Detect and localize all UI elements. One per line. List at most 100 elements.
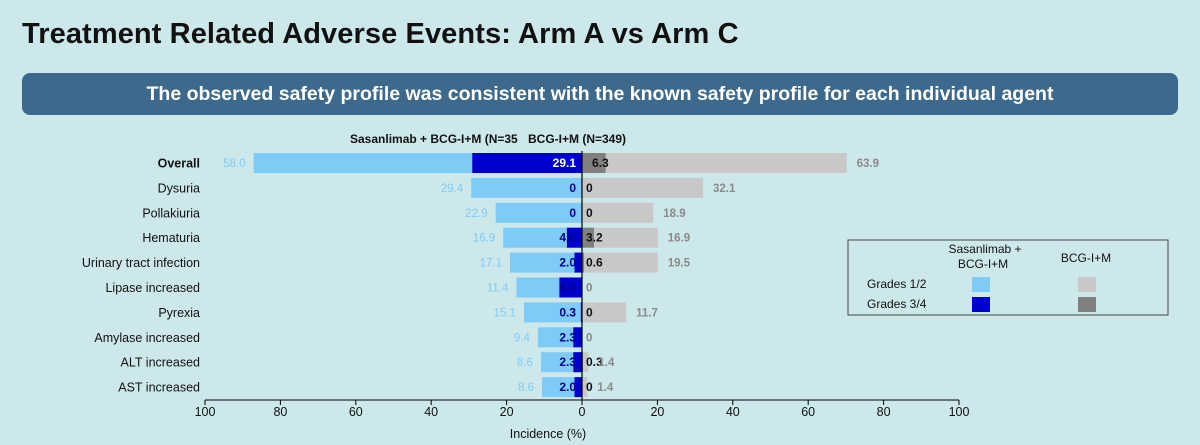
category-label: Hematuria — [142, 231, 200, 245]
data-label-right-grade34: 0 — [586, 380, 593, 394]
bar-left-grade12 — [523, 302, 582, 323]
bar-right-grade12 — [583, 352, 589, 373]
bar-right-grade12 — [584, 252, 658, 273]
bar-right-grade12 — [582, 377, 588, 398]
bar-left-grade12 — [542, 377, 582, 398]
bar-left-grade12 — [471, 177, 582, 198]
bar-left-grade12 — [537, 327, 582, 348]
bar-left-grade12 — [495, 202, 582, 223]
data-label-left-grade12: 22.9 — [465, 208, 487, 220]
data-label-right-grade34: 0 — [586, 206, 593, 220]
data-label-left-grade12: 15.1 — [494, 307, 516, 319]
x-tick-label: 40 — [424, 405, 438, 419]
data-label-left-grade34: 0 — [569, 181, 576, 195]
data-label-right-grade12: 1.4 — [597, 382, 614, 394]
bar-right-grade34 — [582, 153, 606, 173]
data-label-left-grade34: 2.0 — [559, 256, 576, 270]
data-label-right-grade34: 0 — [586, 181, 593, 195]
data-label-right-grade34: 0 — [586, 305, 593, 319]
category-label: Lipase increased — [105, 281, 200, 295]
x-axis-title: Incidence (%) — [510, 427, 586, 441]
data-label-right-grade34: 3.2 — [586, 231, 603, 245]
data-label-left-grade12: 16.9 — [473, 233, 495, 245]
legend-swatch-right-grade34 — [1078, 297, 1096, 312]
bar-right-grade12 — [605, 153, 847, 173]
data-label-left-grade12: 9.4 — [514, 332, 531, 344]
bar-left-grade34 — [573, 327, 582, 348]
bar-right-grade12 — [582, 302, 627, 323]
bar-right-grade34 — [582, 227, 595, 248]
bar-right-grade12 — [582, 202, 654, 223]
bar-left-grade34 — [574, 252, 582, 273]
x-tick-label: 100 — [949, 405, 970, 419]
bar-left-grade34 — [573, 352, 582, 373]
legend-box — [847, 239, 1169, 316]
x-tick-label: 20 — [650, 405, 664, 419]
x-tick-label: 80 — [877, 405, 891, 419]
x-tick-label: 0 — [579, 405, 586, 419]
legend-swatch-left-grade12 — [972, 277, 990, 292]
x-tick-label: 20 — [500, 405, 514, 419]
category-label: ALT increased — [121, 356, 200, 370]
legend-header-bcg: BCG-I+M — [1061, 251, 1111, 265]
category-label: AST increased — [118, 381, 200, 395]
bar-left-grade12 — [540, 352, 582, 373]
data-label-left-grade34: 6.0 — [559, 281, 576, 295]
bar-right-grade34 — [582, 252, 585, 273]
category-label: Dysuria — [158, 181, 200, 195]
category-label: Amylase increased — [94, 331, 200, 345]
data-label-left-grade34: 0.3 — [559, 305, 576, 319]
data-label-right-grade12: 11.7 — [636, 307, 658, 319]
data-label-left-grade34: 2.0 — [559, 380, 576, 394]
bar-right-grade12 — [594, 227, 658, 248]
data-label-left-grade12: 11.4 — [487, 283, 509, 295]
category-label: Urinary tract infection — [82, 256, 200, 270]
data-label-left-grade34: 0 — [569, 206, 576, 220]
data-label-left-grade34: 2.3 — [559, 355, 576, 369]
x-tick-label: 100 — [195, 405, 216, 419]
bar-left-grade12 — [509, 252, 582, 273]
bar-left-grade34 — [472, 153, 582, 173]
x-tick-label: 60 — [349, 405, 363, 419]
data-label-left-grade34: 4.0 — [559, 231, 576, 245]
summary-banner: The observed safety profile was consiste… — [22, 73, 1178, 115]
data-label-left-grade12: 58.0 — [223, 158, 245, 170]
legend-header-sasanlimab: Sasanlimab + — [948, 242, 1021, 256]
bar-left-grade12 — [503, 227, 582, 248]
x-tick-label: 80 — [273, 405, 287, 419]
data-label-right-grade12: 1.4 — [598, 357, 615, 369]
legend-swatch-left-grade34 — [972, 297, 990, 312]
data-label-left-grade12: 8.6 — [517, 357, 533, 369]
page-title: Treatment Related Adverse Events: Arm A … — [22, 18, 739, 50]
data-label-left-grade34: 29.1 — [553, 156, 577, 170]
data-label-left-grade34: 2.3 — [559, 330, 576, 344]
bar-left-grade34 — [559, 277, 582, 298]
data-label-right-grade12: 0 — [586, 283, 592, 295]
data-label-right-grade34: 0.3 — [586, 355, 603, 369]
category-label: Pollakiuria — [142, 206, 200, 220]
right-series-header: BCG-I+M (N=349) — [528, 132, 626, 146]
bar-right-grade12 — [582, 177, 704, 198]
legend-label-grades-12: Grades 1/2 — [867, 277, 927, 291]
data-label-left-grade12: 17.1 — [480, 258, 502, 270]
data-label-right-grade12: 0 — [586, 332, 592, 344]
data-label-right-grade34: 6.3 — [592, 156, 609, 170]
x-tick-label: 60 — [801, 405, 815, 419]
data-label-right-grade12: 19.5 — [668, 258, 691, 270]
data-label-left-grade12: 29.4 — [441, 183, 464, 195]
bar-left-grade34 — [574, 377, 582, 398]
left-series-header: Sasanlimab + BCG-I+M (N=35 — [350, 132, 518, 146]
bar-left-grade34 — [566, 227, 582, 248]
data-label-right-grade34: 0.6 — [586, 256, 603, 270]
category-label: Overall — [158, 157, 200, 171]
data-label-right-grade12: 63.9 — [857, 158, 879, 170]
data-label-left-grade12: 8.6 — [518, 382, 534, 394]
banner-text: The observed safety profile was consiste… — [146, 82, 1054, 105]
data-label-right-grade12: 32.1 — [713, 183, 736, 195]
legend-label-grades-34: Grades 3/4 — [867, 297, 927, 311]
data-label-right-grade12: 16.9 — [668, 233, 690, 245]
legend-header-sasanlimab-line2: BCG-I+M — [958, 257, 1008, 271]
legend-swatch-right-grade12 — [1078, 277, 1096, 292]
category-label: Pyrexia — [158, 306, 200, 320]
